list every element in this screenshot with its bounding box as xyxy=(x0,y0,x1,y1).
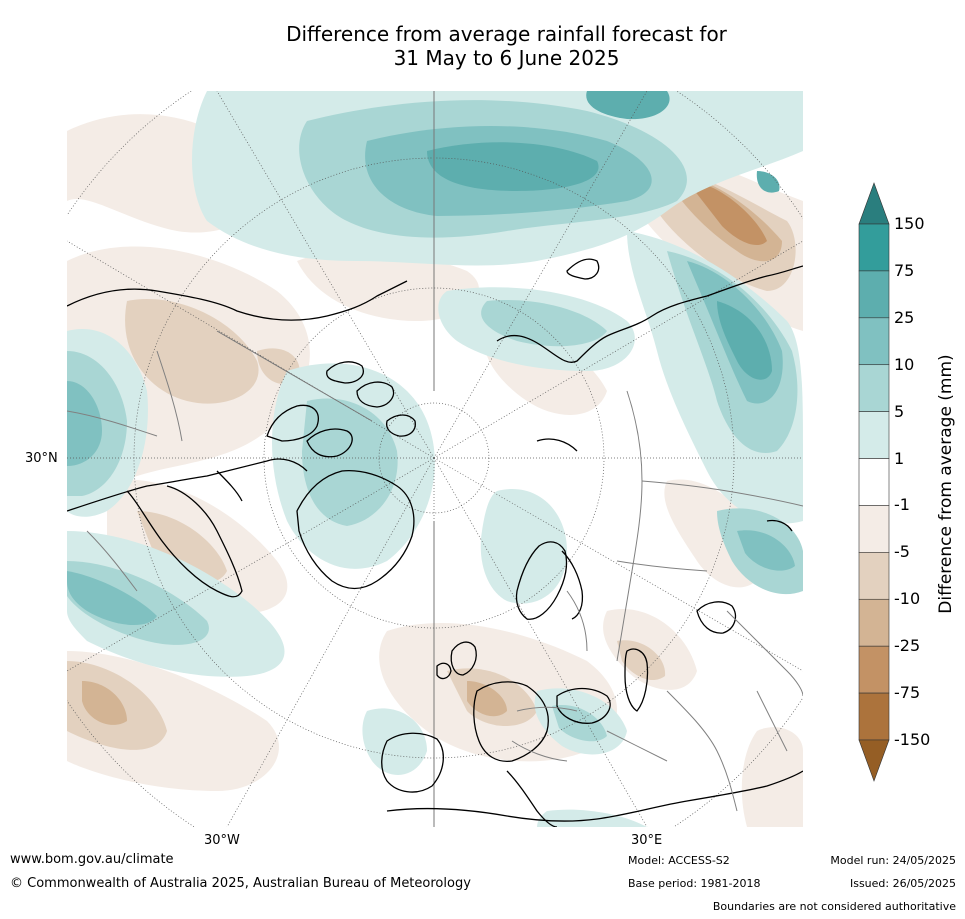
colorbar-band xyxy=(858,223,890,272)
website-link[interactable]: www.bom.gov.au/climate xyxy=(10,852,174,867)
colorbar-band xyxy=(858,645,890,694)
longitude-label-30w: 30°W xyxy=(204,833,240,848)
colorbar-band xyxy=(858,598,890,647)
title-line-1: Difference from average rainfall forecas… xyxy=(286,22,727,46)
model-name: Model: ACCESS-S2 xyxy=(628,854,730,867)
copyright-text: © Commonwealth of Australia 2025, Austra… xyxy=(10,876,471,891)
colorbar-over-extension xyxy=(858,182,890,225)
colorbar-under-extension xyxy=(858,739,890,782)
colorbar-band xyxy=(858,364,890,412)
colorbar-tick-label: 150 xyxy=(894,214,925,233)
chart-title: Difference from average rainfall forecas… xyxy=(0,22,965,70)
wet-anomaly-regions xyxy=(67,91,803,827)
colorbar-tick-label: 5 xyxy=(894,401,905,421)
latitude-label-30n: 30°N xyxy=(25,451,58,466)
colorbar-band xyxy=(858,505,890,553)
meridian-lines xyxy=(216,91,435,827)
boundaries-disclaimer: Boundaries are not considered authoritat… xyxy=(712,900,956,913)
colorbar-band xyxy=(858,552,890,600)
colorbar-tick-label: -5 xyxy=(894,542,910,562)
issued-date: Issued: 26/05/2025 xyxy=(849,877,956,890)
base-period: Base period: 1981-2018 xyxy=(628,877,761,890)
colorbar-svg xyxy=(858,182,890,782)
colorbar-tick-label: 1 xyxy=(894,448,905,468)
colorbar-band xyxy=(858,317,890,366)
colorbar-tick-label: 10 xyxy=(894,354,915,374)
colorbar-tick-label: -10 xyxy=(894,589,921,609)
colorbar-tick-label: -25 xyxy=(894,636,921,656)
colorbar-band xyxy=(858,270,890,319)
colorbar-tick-label: -75 xyxy=(894,683,921,703)
colorbar-tick-label: -150 xyxy=(894,730,931,749)
colorbar-tick-label: 25 xyxy=(894,307,915,327)
colorbar xyxy=(858,182,890,782)
model-run-date: Model run: 24/05/2025 xyxy=(830,854,956,867)
longitude-label-30e: 30°E xyxy=(631,833,663,848)
country-boundaries xyxy=(67,350,803,812)
colorbar-tick-label: -1 xyxy=(894,495,910,515)
colorbar-band xyxy=(858,458,890,506)
colorbar-band xyxy=(858,411,890,459)
rainfall-map xyxy=(67,91,803,827)
title-line-2: 31 May to 6 June 2025 xyxy=(393,46,620,70)
colorbar-band xyxy=(858,692,890,741)
dry-anomaly-regions xyxy=(67,114,803,827)
coastlines xyxy=(67,258,803,827)
colorbar-tick-label: 75 xyxy=(894,260,915,280)
colorbar-label: Difference from average (mm) xyxy=(936,354,956,614)
map-canvas xyxy=(67,91,803,827)
